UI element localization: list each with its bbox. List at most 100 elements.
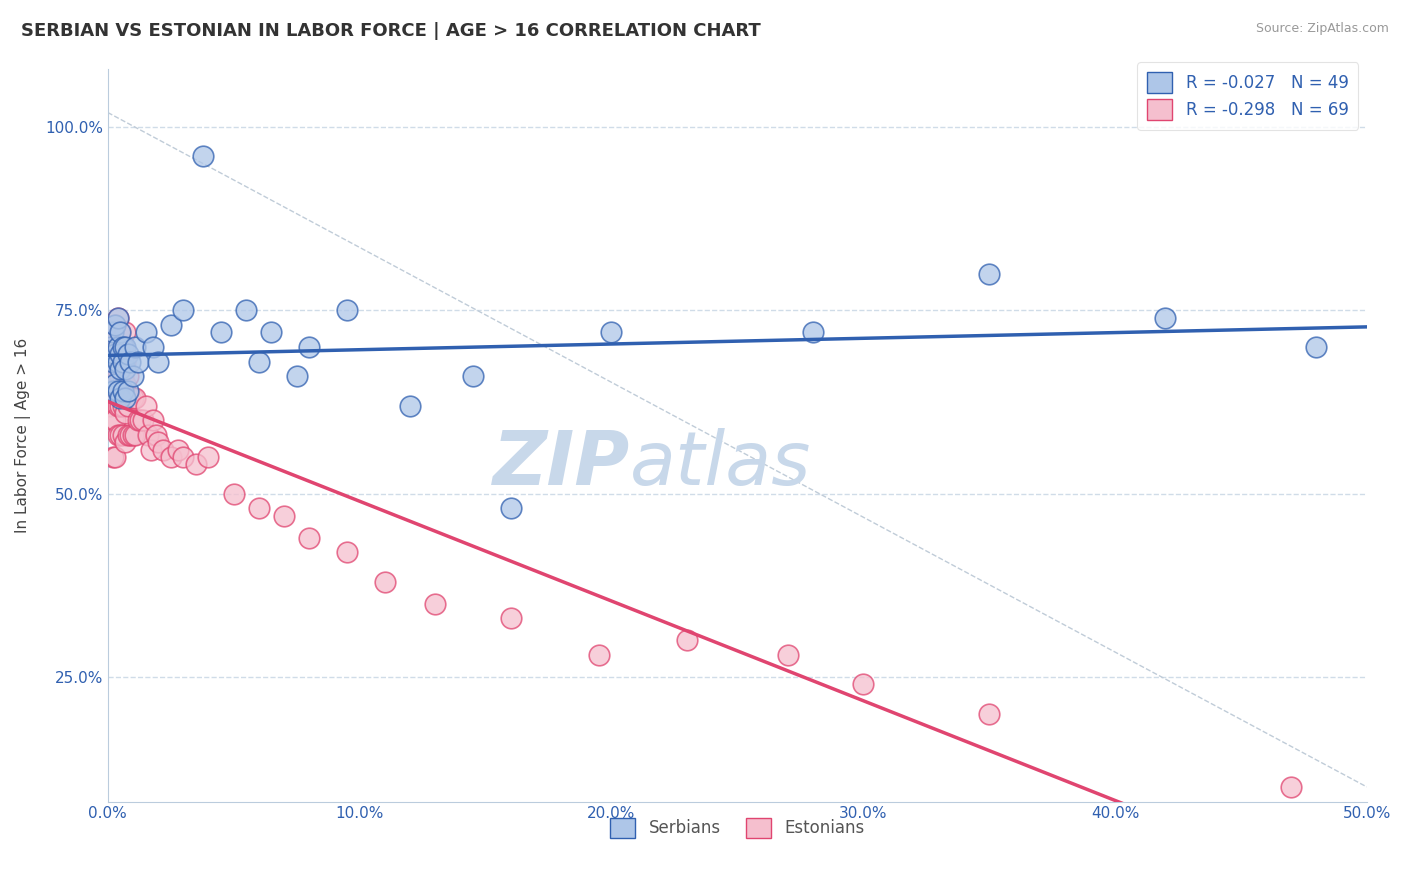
Point [676,633,699,648]
Point [423,597,446,611]
Point [98,326,121,340]
Point [104,450,127,464]
Point [1305,340,1327,354]
Point [107,369,129,384]
Point [260,326,283,340]
Point [285,369,308,384]
Text: atlas: atlas [630,428,811,500]
Point [139,442,162,457]
Point [172,303,194,318]
Text: ZIP: ZIP [494,428,630,501]
Point [146,355,169,369]
Point [110,369,132,384]
Point [110,347,132,361]
Point [101,355,124,369]
Point [98,369,121,384]
Point [104,376,127,391]
Point [110,326,132,340]
Point [114,435,136,450]
Point [98,340,121,354]
Point [98,399,121,413]
Point [135,399,157,413]
Point [107,340,129,354]
Point [107,428,129,442]
Point [117,369,139,384]
Point [235,303,257,318]
Point [101,450,124,464]
Point [111,428,134,442]
Point [120,392,142,406]
Point [101,413,124,427]
Point [104,355,127,369]
Point [107,310,129,325]
Point [184,458,207,472]
Point [122,369,145,384]
Point [159,450,181,464]
Point [111,340,134,354]
Point [152,442,174,457]
Point [104,413,127,427]
Point [107,399,129,413]
Point [110,392,132,406]
Point [98,369,121,384]
Point [101,384,124,398]
Point [129,413,152,427]
Point [801,326,824,340]
Point [1154,310,1177,325]
Point [110,362,132,376]
Point [461,369,484,384]
Point [117,384,139,398]
Point [107,384,129,398]
Point [124,428,146,442]
Point [114,362,136,376]
Point [114,355,136,369]
Point [977,267,1000,281]
Point [111,399,134,413]
Point [120,428,142,442]
Text: Source: ZipAtlas.com: Source: ZipAtlas.com [1256,22,1389,36]
Point [273,508,295,523]
Point [298,531,321,545]
Point [1279,780,1302,794]
Point [588,648,610,662]
Point [104,318,127,332]
Point [499,611,522,625]
Point [127,355,149,369]
Point [110,428,132,442]
Point [114,376,136,391]
Point [101,326,124,340]
Point [977,706,1000,721]
Point [114,406,136,420]
Point [222,486,245,500]
Point [117,399,139,413]
Point [122,392,145,406]
Point [104,376,127,391]
Point [247,501,270,516]
Point [193,149,215,163]
Point [114,392,136,406]
Point [298,340,321,354]
Point [104,347,127,361]
Point [107,355,129,369]
Point [336,545,359,559]
Point [117,347,139,361]
Point [111,384,134,398]
Point [114,326,136,340]
Point [111,369,134,384]
Point [104,318,127,332]
Point [101,376,124,391]
Point [127,413,149,427]
Point [209,326,232,340]
Point [132,413,155,427]
Text: SERBIAN VS ESTONIAN IN LABOR FORCE | AGE > 16 CORRELATION CHART: SERBIAN VS ESTONIAN IN LABOR FORCE | AGE… [21,22,761,40]
Point [110,399,132,413]
Point [374,574,396,589]
Point [600,326,623,340]
Point [111,340,134,354]
Point [135,326,157,340]
Point [107,340,129,354]
Point [159,318,181,332]
Point [142,340,165,354]
Point [172,450,194,464]
Point [146,435,169,450]
